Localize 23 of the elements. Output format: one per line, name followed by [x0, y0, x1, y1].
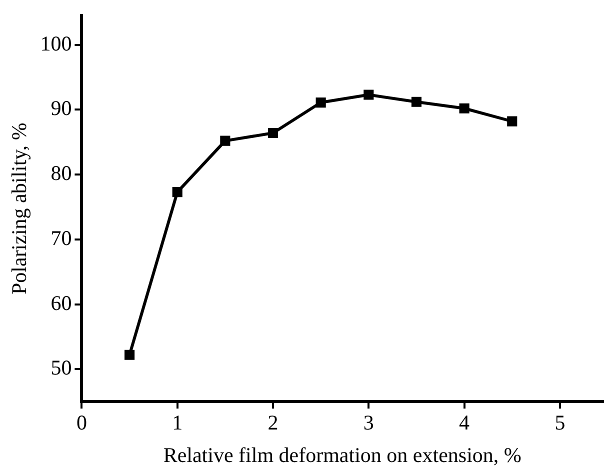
- y-axis-title: Polarizing ability, %: [7, 122, 32, 295]
- y-tick-label: 50: [50, 356, 72, 380]
- point: [172, 187, 182, 198]
- x-tick-label: 1: [172, 410, 183, 435]
- y-tick-label: 80: [50, 161, 72, 186]
- point: [268, 128, 278, 138]
- y-tick-label: 100: [40, 31, 72, 56]
- x-tick-label: 3: [363, 410, 374, 435]
- point: [124, 350, 135, 360]
- point: [459, 103, 470, 114]
- x-tick-label: 4: [459, 410, 470, 435]
- point: [364, 90, 374, 100]
- x-tick-label: 2: [268, 410, 278, 435]
- y-tick-label: 60: [50, 290, 72, 315]
- x-tick-label: 5: [554, 410, 566, 435]
- point: [507, 116, 518, 126]
- y-tick-label: 90: [50, 96, 72, 120]
- y-tick-label: 70: [50, 226, 72, 250]
- x-tick-label: 0: [76, 410, 87, 435]
- point: [316, 97, 326, 108]
- x-axis-title: Relative film deformation on extension, %: [163, 442, 522, 467]
- point: [220, 136, 230, 146]
- point: [411, 96, 422, 107]
